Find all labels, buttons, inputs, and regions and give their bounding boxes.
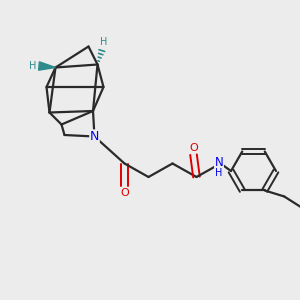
Text: N: N [90,130,99,143]
Text: O: O [120,188,129,198]
Polygon shape [39,62,56,70]
Text: O: O [189,143,198,153]
Text: H: H [29,61,37,71]
Text: N: N [214,155,224,169]
Text: H: H [100,37,108,47]
Text: H: H [215,168,223,178]
